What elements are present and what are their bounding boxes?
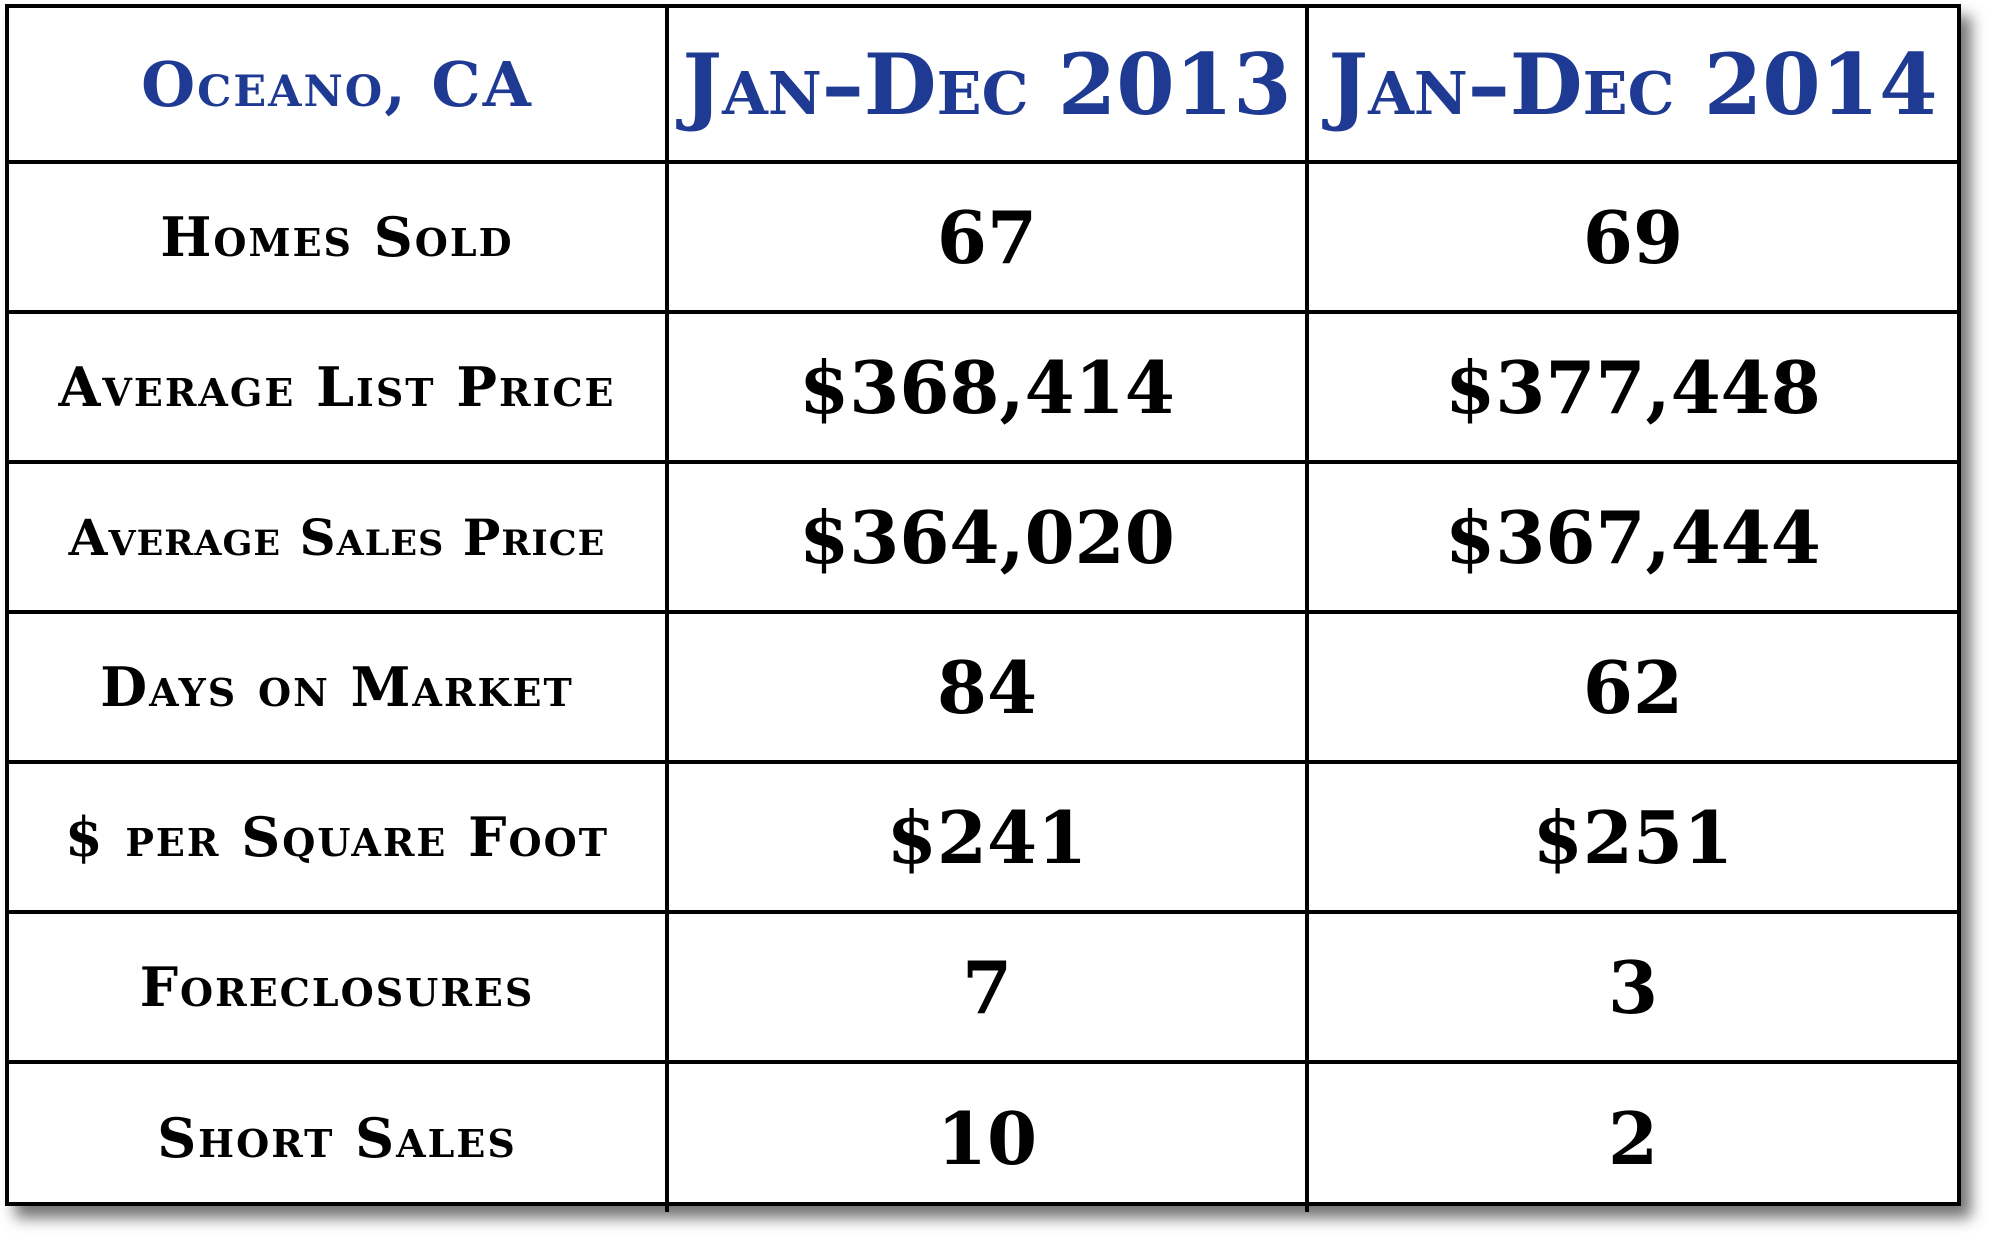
value-2014-cell: $377,448 xyxy=(1305,310,1957,464)
metric-label: Average Sales Price xyxy=(68,507,606,567)
value-2013: $368,414 xyxy=(799,344,1175,430)
value-2013-cell: 10 xyxy=(665,1060,1309,1212)
metric-label: Short Sales xyxy=(157,1106,517,1170)
metric-label: Average List Price xyxy=(58,355,616,419)
metric-label: Days on Market xyxy=(100,655,574,719)
value-2013: $241 xyxy=(886,794,1088,880)
metric-label-cell: Homes Sold xyxy=(9,160,669,314)
table-header-row: Oceano, CA Jan–Dec 2013 Jan–Dec 2014 xyxy=(9,8,1957,164)
period-header-2014-text: Jan–Dec 2014 xyxy=(1328,34,1938,134)
value-2014-cell: 2 xyxy=(1305,1060,1957,1212)
value-2013-cell: $368,414 xyxy=(665,310,1309,464)
location-title-text: Oceano, CA xyxy=(141,47,533,121)
value-2013-cell: $364,020 xyxy=(665,460,1309,614)
value-2013-cell: $241 xyxy=(665,760,1309,914)
value-2014: $251 xyxy=(1532,794,1734,880)
value-2014-cell: 62 xyxy=(1305,610,1957,764)
value-2014: 2 xyxy=(1607,1095,1659,1181)
location-title: Oceano, CA xyxy=(9,8,669,164)
value-2014: $367,444 xyxy=(1445,494,1821,580)
value-2014-cell: 3 xyxy=(1305,910,1957,1064)
value-2013-cell: 67 xyxy=(665,160,1309,314)
metric-label-cell: Short Sales xyxy=(9,1060,669,1212)
market-stats-card: Oceano, CA Jan–Dec 2013 Jan–Dec 2014 Hom… xyxy=(5,4,1961,1212)
table-row-foreclosures: Foreclosures 7 3 xyxy=(9,910,1957,1064)
value-2013: 84 xyxy=(936,644,1038,730)
metric-label-cell: Days on Market xyxy=(9,610,669,764)
value-2014-cell: 69 xyxy=(1305,160,1957,314)
value-2013: 10 xyxy=(936,1095,1038,1181)
metric-label-cell: $ per Square Foot xyxy=(9,760,669,914)
value-2014: 3 xyxy=(1607,944,1659,1030)
value-2014-cell: $251 xyxy=(1305,760,1957,914)
metric-label: Homes Sold xyxy=(160,205,514,269)
table-row-short-sales: Short Sales 10 2 xyxy=(9,1060,1957,1212)
value-2014-cell: $367,444 xyxy=(1305,460,1957,614)
value-2013: 7 xyxy=(961,944,1013,1030)
value-2014: 69 xyxy=(1582,194,1684,280)
metric-label: Foreclosures xyxy=(139,955,535,1019)
period-header-2014: Jan–Dec 2014 xyxy=(1305,8,1957,164)
value-2013: $364,020 xyxy=(799,494,1175,580)
value-2013: 67 xyxy=(936,194,1038,280)
value-2013-cell: 84 xyxy=(665,610,1309,764)
market-stats-table: Oceano, CA Jan–Dec 2013 Jan–Dec 2014 Hom… xyxy=(9,8,1957,1212)
period-header-2013-text: Jan–Dec 2013 xyxy=(682,34,1292,134)
metric-label-cell: Average Sales Price xyxy=(9,460,669,614)
metric-label: $ per Square Foot xyxy=(64,805,609,869)
value-2014: $377,448 xyxy=(1445,344,1821,430)
table-row-price-per-square-foot: $ per Square Foot $241 $251 xyxy=(9,760,1957,914)
metric-label-cell: Average List Price xyxy=(9,310,669,464)
table-row-days-on-market: Days on Market 84 62 xyxy=(9,610,1957,764)
period-header-2013: Jan–Dec 2013 xyxy=(665,8,1309,164)
table-row-homes-sold: Homes Sold 67 69 xyxy=(9,160,1957,314)
value-2013-cell: 7 xyxy=(665,910,1309,1064)
table-row-average-list-price: Average List Price $368,414 $377,448 xyxy=(9,310,1957,464)
table-row-average-sales-price: Average Sales Price $364,020 $367,444 xyxy=(9,460,1957,614)
value-2014: 62 xyxy=(1582,644,1684,730)
metric-label-cell: Foreclosures xyxy=(9,910,669,1064)
